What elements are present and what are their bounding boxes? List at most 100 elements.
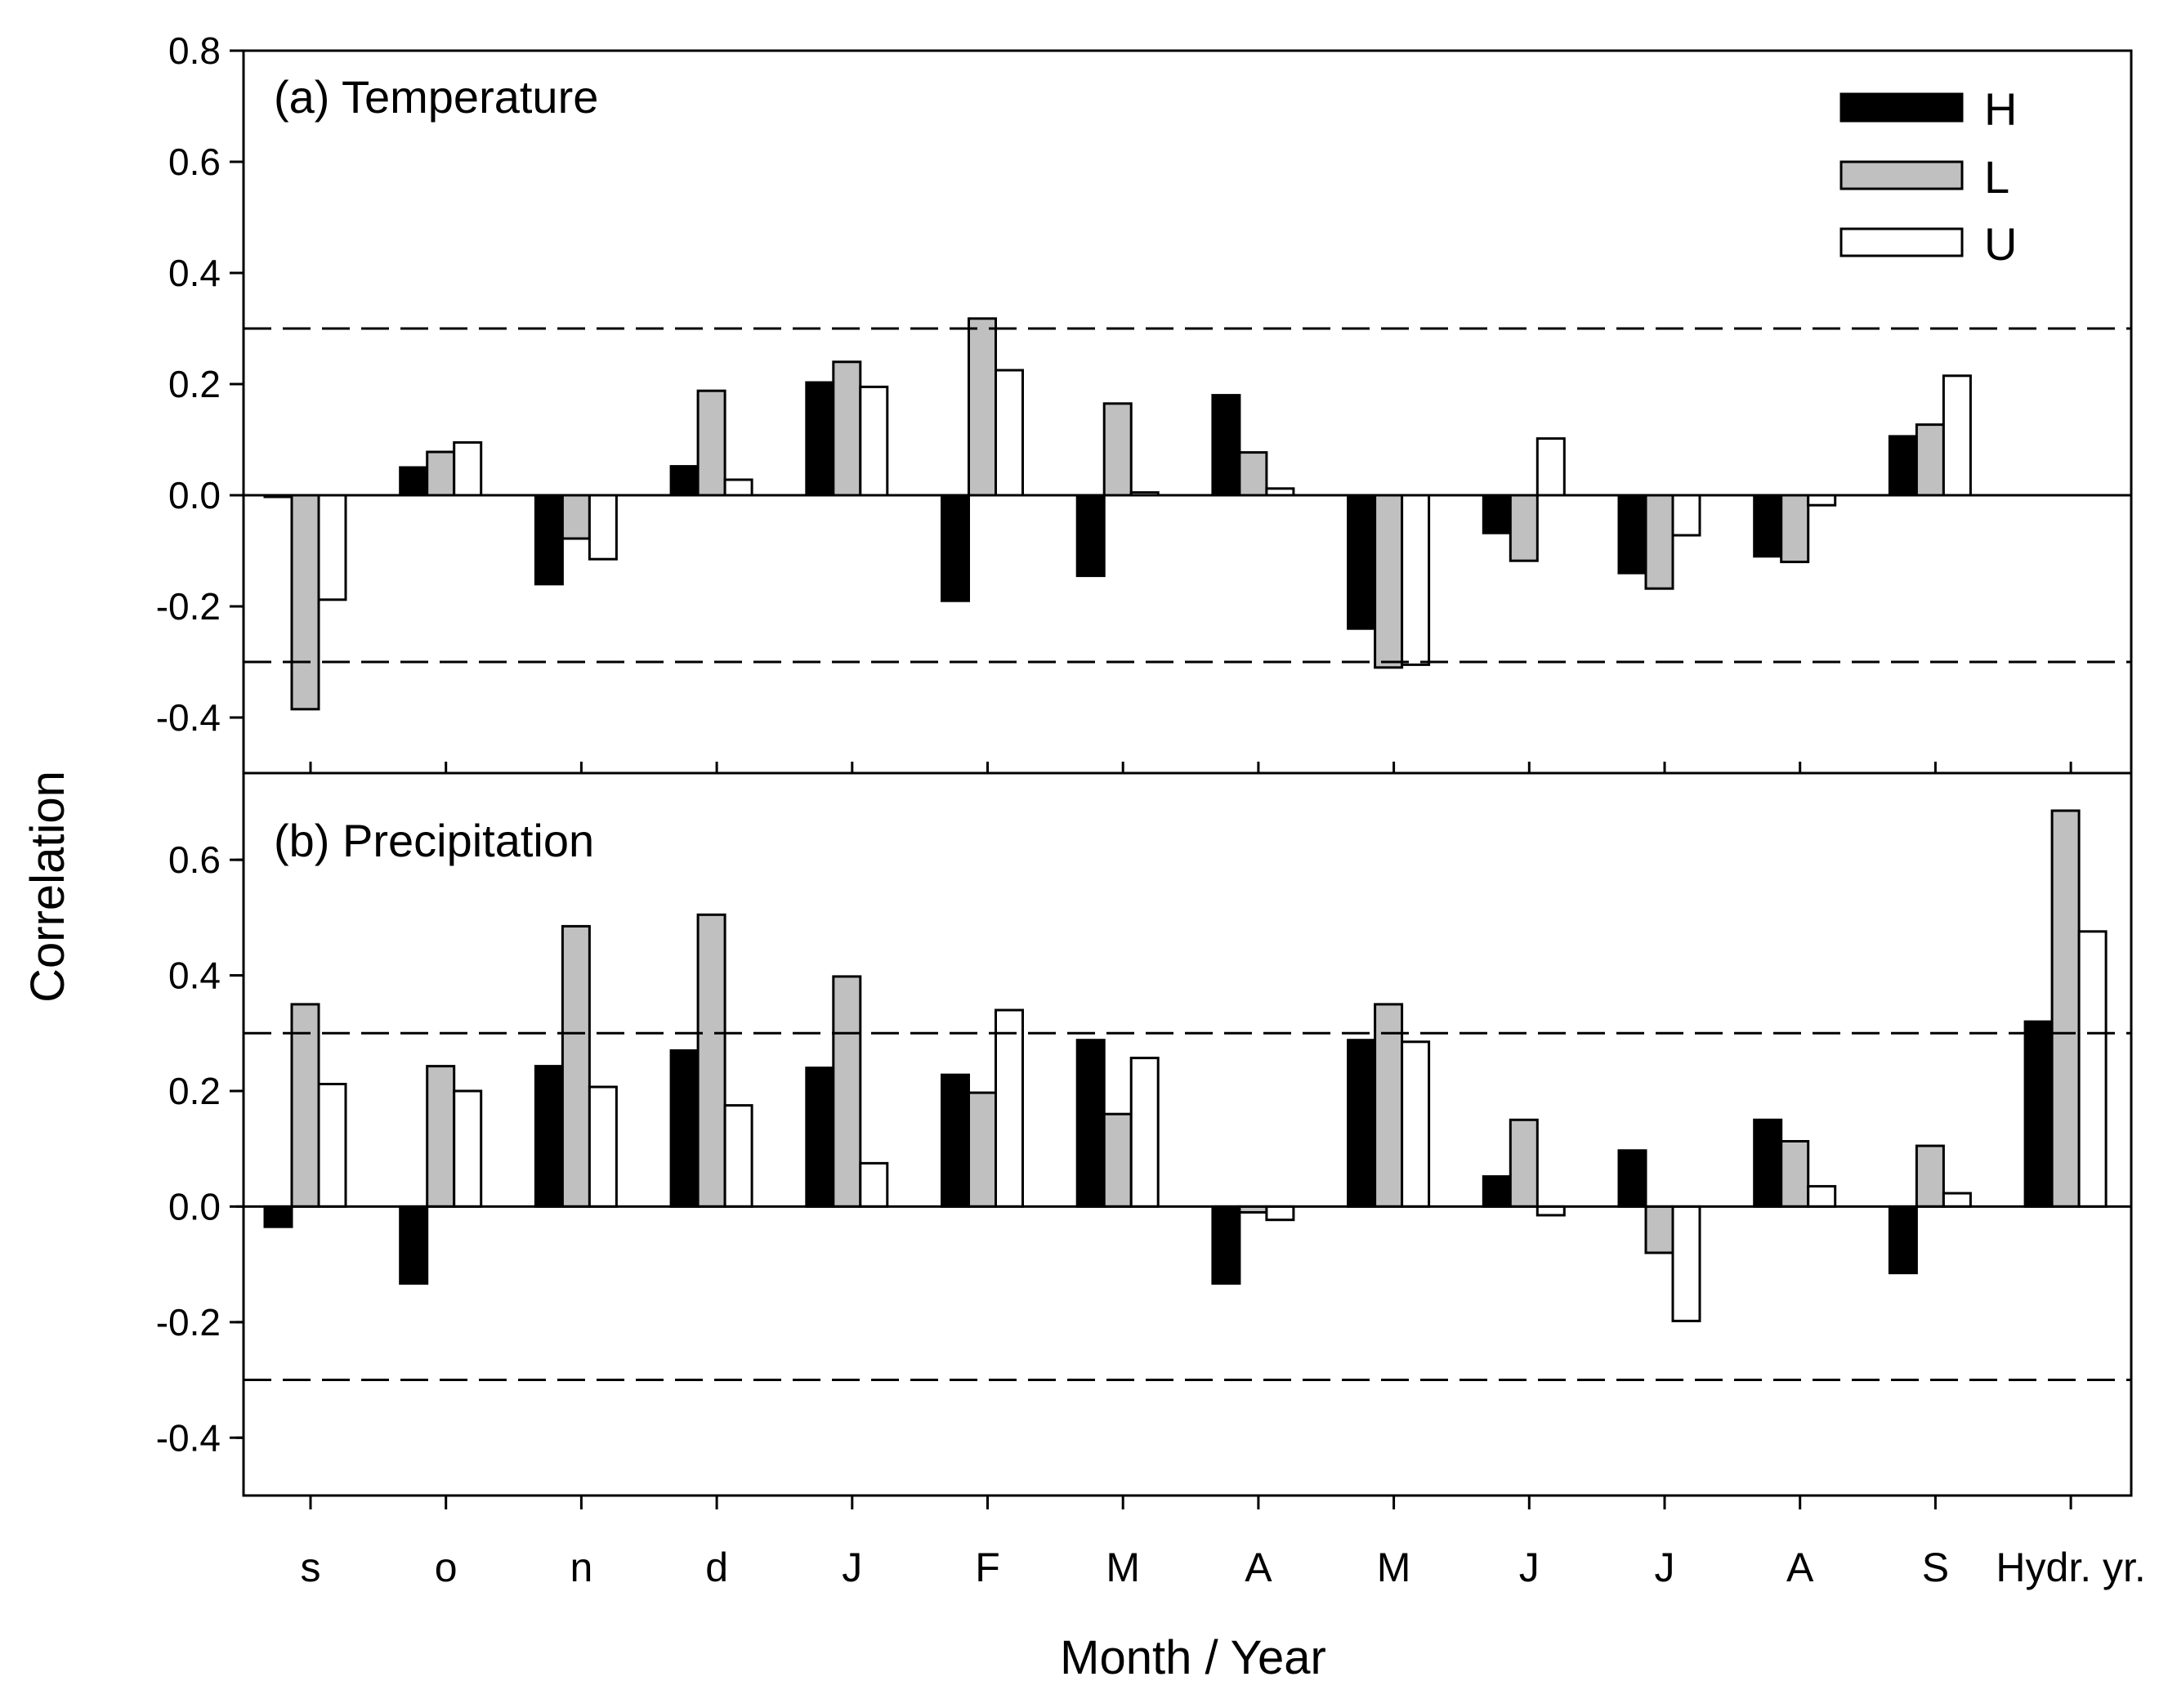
bar-temperature-h-10 <box>1617 494 1647 575</box>
bar-precipitation-u-10 <box>1671 1205 1701 1322</box>
bar-temperature-l-12 <box>1915 423 1945 497</box>
x-tick-label-3: d <box>705 1545 728 1590</box>
y-tick-label-temperature-0: -0.4 <box>156 696 221 739</box>
bar-temperature-h-1 <box>399 466 429 497</box>
x-tick-label-5: F <box>975 1545 1000 1590</box>
bar-temperature-l-4 <box>832 360 862 497</box>
bar-precipitation-h-4 <box>805 1066 835 1208</box>
legend-label-u: U <box>1984 218 2017 270</box>
bar-temperature-u-3 <box>723 478 753 497</box>
x-axis: s o n d J F M A M J J A S Hydr. yr. <box>301 1545 2146 1590</box>
y-tick-label-temperature-5: 0.6 <box>168 141 221 183</box>
bar-temperature-l-9 <box>1509 494 1539 562</box>
y-tick-label-temperature-6: 0.8 <box>168 29 221 72</box>
bar-precipitation-l-3 <box>696 913 726 1208</box>
bar-temperature-l-6 <box>1102 402 1133 497</box>
bar-temperature-u-11 <box>1807 494 1837 507</box>
y-tick-label-temperature-4: 0.4 <box>168 252 221 294</box>
bar-precipitation-l-10 <box>1644 1205 1674 1254</box>
panel-b-title: (b) Precipitation <box>274 815 594 866</box>
bar-precipitation-h-1 <box>399 1205 429 1285</box>
bar-temperature-l-2 <box>561 494 591 540</box>
bar-precipitation-h-5 <box>941 1073 970 1208</box>
panel-precipitation: -0.4 -0.2 0.0 0.2 0.4 0.6 <box>156 771 2133 1509</box>
bar-temperature-u-1 <box>453 440 483 497</box>
bar-precipitation-h-8 <box>1347 1039 1377 1208</box>
bar-precipitation-h-10 <box>1617 1149 1647 1208</box>
bar-temperature-u-2 <box>588 494 618 561</box>
y-tick-label-precipitation-5: 0.6 <box>168 838 221 881</box>
bar-temperature-l-8 <box>1374 494 1404 669</box>
bar-temperature-l-11 <box>1780 494 1810 564</box>
y-tick-label-temperature-2: 0.0 <box>168 474 221 516</box>
bar-precipitation-l-1 <box>426 1065 456 1208</box>
bar-temperature-u-0 <box>317 494 347 601</box>
x-tick-label-7: A <box>1245 1545 1272 1590</box>
legend-swatch-u <box>1839 227 1964 257</box>
bar-precipitation-h-0 <box>263 1205 293 1228</box>
y-tick-label-precipitation-2: 0.0 <box>168 1185 221 1227</box>
x-axis-title: Month / Year <box>1060 1631 1326 1684</box>
bar-precipitation-u-4 <box>859 1161 889 1208</box>
y-tick-label-precipitation-1: -0.2 <box>156 1301 221 1344</box>
bar-precipitation-l-13 <box>2050 809 2081 1208</box>
y-axis-title: Correlation <box>21 771 74 1003</box>
bar-temperature-h-8 <box>1347 494 1377 630</box>
bar-precipitation-u-7 <box>1265 1205 1295 1222</box>
bar-precipitation-h-7 <box>1211 1205 1241 1285</box>
x-tick-label-4: J <box>842 1545 862 1590</box>
bar-precipitation-u-9 <box>1535 1205 1566 1217</box>
bar-temperature-h-2 <box>534 494 564 586</box>
x-tick-label-11: A <box>1786 1545 1814 1590</box>
bar-temperature-l-7 <box>1238 451 1268 497</box>
legend: H L U <box>1839 83 2017 270</box>
bar-precipitation-h-12 <box>1888 1205 1918 1275</box>
x-tick-label-8: M <box>1377 1545 1411 1590</box>
bar-precipitation-l-4 <box>832 975 862 1208</box>
bar-temperature-l-3 <box>696 389 726 497</box>
panel-a-title: (a) Temperature <box>274 71 598 123</box>
x-tick-label-1: o <box>435 1545 458 1590</box>
bar-precipitation-h-9 <box>1482 1175 1512 1208</box>
bar-temperature-h-3 <box>669 465 700 497</box>
bar-temperature-h-4 <box>805 381 835 497</box>
bar-temperature-u-9 <box>1535 437 1566 497</box>
bar-precipitation-u-8 <box>1401 1040 1431 1208</box>
legend-swatch-l <box>1839 160 1964 190</box>
bar-temperature-h-6 <box>1075 494 1106 578</box>
bar-temperature-h-7 <box>1211 394 1241 497</box>
bar-precipitation-u-11 <box>1807 1185 1837 1208</box>
bar-precipitation-h-2 <box>534 1065 564 1208</box>
bar-temperature-h-12 <box>1888 435 1918 497</box>
bar-temperature-h-9 <box>1482 494 1512 534</box>
x-tick-label-9: J <box>1519 1545 1540 1590</box>
legend-label-h: H <box>1984 83 2017 135</box>
bar-precipitation-u-3 <box>723 1104 753 1208</box>
y-tick-label-temperature-1: -0.2 <box>156 585 221 628</box>
bar-precipitation-h-6 <box>1075 1039 1106 1208</box>
bar-temperature-u-10 <box>1671 494 1701 537</box>
bar-temperature-l-0 <box>290 494 320 711</box>
bar-temperature-u-12 <box>1942 374 1972 497</box>
bar-precipitation-l-9 <box>1509 1118 1539 1208</box>
y-tick-label-precipitation-0: -0.4 <box>156 1416 221 1459</box>
bar-precipitation-u-0 <box>317 1083 347 1208</box>
bar-precipitation-u-12 <box>1942 1192 1972 1208</box>
bar-precipitation-h-3 <box>669 1049 700 1208</box>
y-tick-label-precipitation-3: 0.2 <box>168 1070 221 1112</box>
x-tick-label-0: s <box>301 1545 321 1590</box>
x-tick-label-6: M <box>1106 1545 1140 1590</box>
bar-temperature-l-5 <box>968 317 997 497</box>
legend-swatch-h <box>1839 92 1964 123</box>
bar-precipitation-u-1 <box>453 1089 483 1208</box>
bar-temperature-l-10 <box>1644 494 1674 590</box>
bar-precipitation-u-2 <box>588 1085 618 1208</box>
legend-label-l: L <box>1984 151 2009 203</box>
bar-precipitation-l-2 <box>561 924 591 1208</box>
bar-precipitation-u-5 <box>995 1008 1024 1208</box>
bar-precipitation-h-13 <box>2023 1020 2054 1208</box>
bar-precipitation-l-8 <box>1374 1003 1404 1208</box>
bar-precipitation-u-6 <box>1129 1057 1160 1208</box>
bar-precipitation-l-5 <box>968 1091 997 1208</box>
